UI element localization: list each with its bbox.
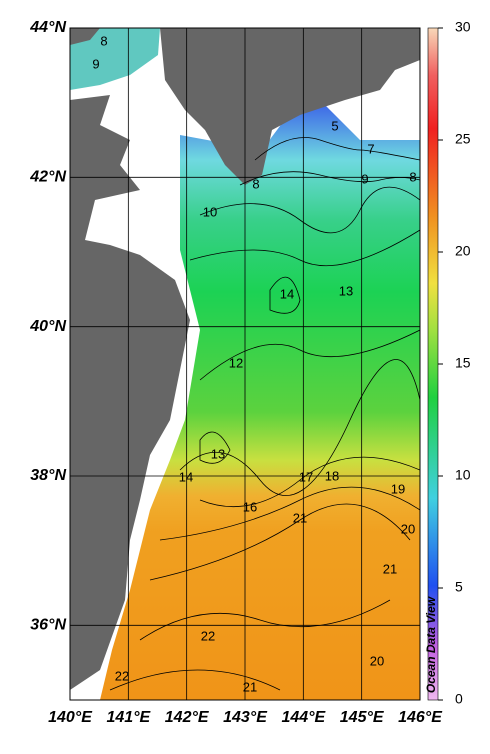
sea-field [100, 105, 420, 700]
contour-label: 19 [391, 481, 405, 496]
x-tick-label: 146°E [398, 709, 443, 726]
x-tick-label: 140°E [48, 709, 93, 726]
land [70, 95, 190, 690]
colorbar-label: 10 [455, 467, 471, 483]
x-tick-label: 141°E [106, 709, 151, 726]
colorbar-label: 0 [455, 691, 463, 707]
contour-label: 18 [325, 468, 339, 483]
land [70, 28, 100, 45]
colorbar-label: 25 [455, 131, 471, 147]
contour-label: 17 [299, 469, 313, 484]
contour-label: 14 [179, 469, 193, 484]
contour-label: 12 [229, 355, 243, 370]
contour-label: 20 [370, 653, 384, 668]
map-frame [69, 27, 421, 701]
contour-label: 13 [211, 446, 225, 461]
contour-label: 8 [100, 33, 107, 48]
grid [70, 28, 420, 700]
x-tick-label: 142°E [165, 709, 210, 726]
x-tick-label: 143°E [223, 709, 268, 726]
y-tick-label: 44°N [29, 19, 66, 36]
colorbar-label: 30 [455, 19, 471, 35]
contour-label: 5 [331, 118, 338, 133]
contour-label: 21 [383, 561, 397, 576]
y-tick-label: 40°N [29, 318, 66, 335]
contour-label: 14 [280, 286, 294, 301]
sea-field-north [70, 28, 160, 90]
contour-label: 21 [293, 510, 307, 525]
y-tick-label: 42°N [29, 169, 66, 186]
colorbar-label: 20 [455, 243, 471, 259]
watermark: Ocean Data View [424, 596, 438, 693]
contour-label: 21 [243, 679, 257, 694]
contour-label: 8 [409, 169, 416, 184]
colorbar-label: 15 [455, 355, 471, 371]
contour-label: 22 [201, 628, 215, 643]
contour-label: 16 [243, 499, 257, 514]
contour-label: 13 [339, 283, 353, 298]
contour-label: 10 [203, 204, 217, 219]
x-tick-label: 145°E [340, 709, 385, 726]
contour-label: 22 [115, 668, 129, 683]
y-tick-label: 36°N [30, 617, 66, 634]
contour-label: 9 [361, 171, 368, 186]
y-tick-label: 38°N [30, 467, 66, 484]
colorbar-label: 5 [455, 579, 463, 595]
land [160, 28, 420, 185]
contour-label: 9 [92, 56, 99, 71]
contour-label: 7 [367, 141, 374, 156]
contour-label: 8 [252, 176, 259, 191]
map-area [70, 28, 420, 700]
contour-label: 20 [401, 521, 415, 536]
x-tick-label: 144°E [281, 709, 326, 726]
